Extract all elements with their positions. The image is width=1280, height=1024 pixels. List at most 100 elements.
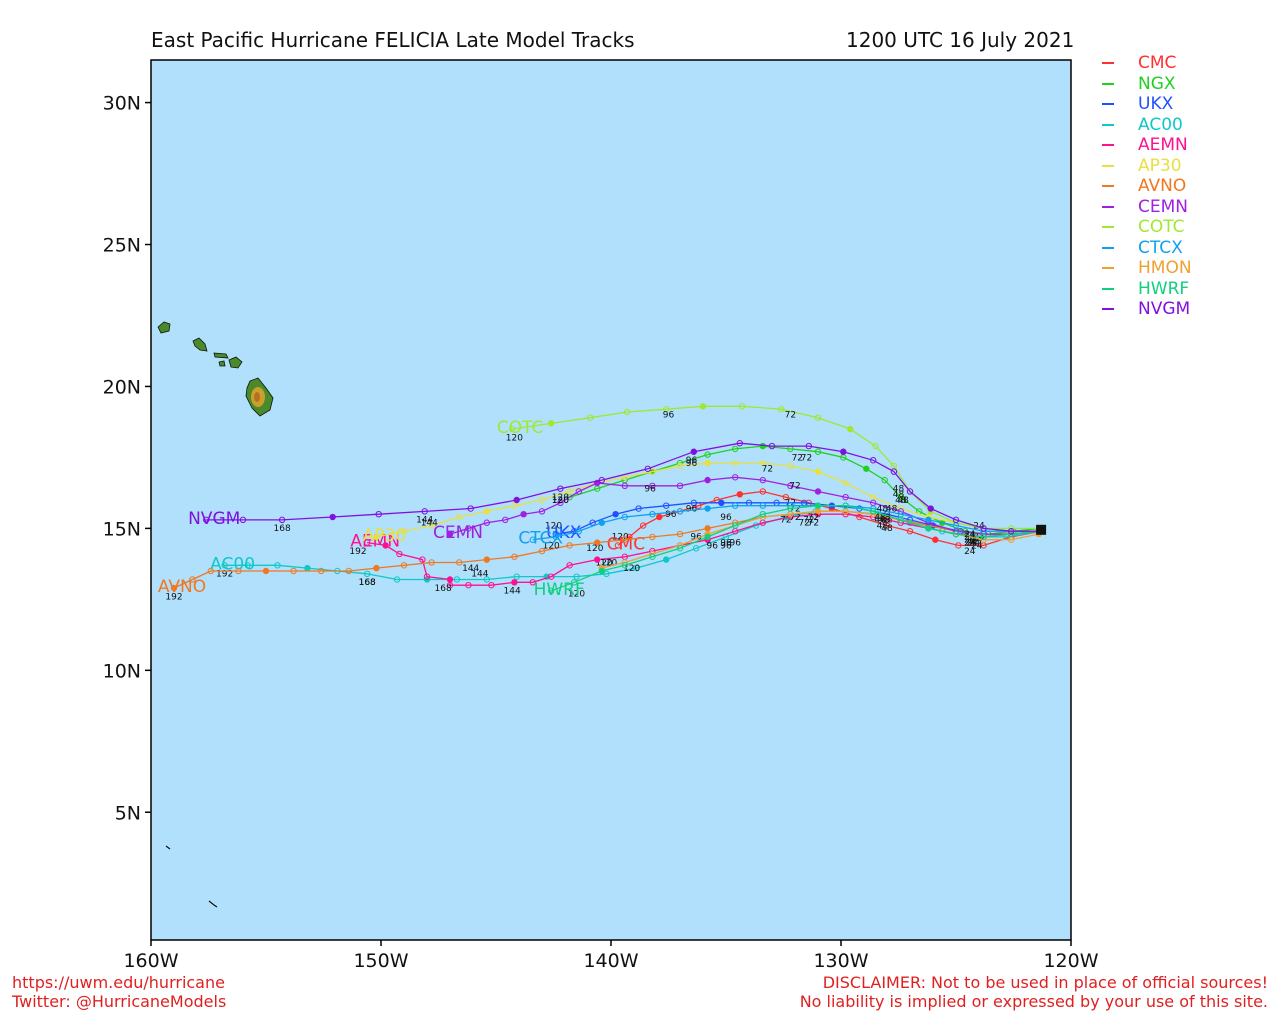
track-point [732,522,739,529]
track-point [571,579,578,586]
track-point [508,425,516,433]
map-timestamp: 1200 UTC 16 July 2021 [846,28,1075,52]
track-point [787,505,794,512]
forecast-hour-label: 72 [789,504,800,514]
track-line-aemn [367,513,1042,586]
legend-swatch [1102,82,1114,85]
track-point [538,496,546,504]
forecast-hour-label: 96 [729,538,741,548]
track-point [980,533,987,541]
track-point [587,414,594,421]
track-point [842,502,849,509]
track-point [863,465,870,472]
forecast-hour-label: 48 [897,496,909,506]
footer-disclaimer: DISCLAIMER: Not to be used in place of o… [800,973,1268,1011]
track-point [704,451,711,458]
track-point [529,536,536,543]
track-point [925,516,932,524]
track-point [759,476,766,484]
track-point [621,562,628,569]
disclaimer-line-1: DISCLAIMER: Not to be used in place of o… [822,973,1268,992]
track-point [736,440,743,447]
track-point [529,579,536,586]
track-point [290,567,297,575]
legend-swatch [1102,205,1114,208]
track-point [488,581,495,589]
legend-item-ukx: UKX [1102,94,1272,115]
axes: 160W 150W 140W 130W 120W 5N 10N 15N 20N 25N 30N [103,93,1099,972]
y-tick-label: 20N [103,376,141,398]
forecast-hour-label: 120 [568,590,585,600]
track-point [511,579,518,586]
track-point [598,519,605,526]
legend-label: CMC [1138,53,1177,74]
island-maui [228,356,243,369]
legend-swatch [1102,164,1114,167]
track-point [759,459,766,467]
track-point [805,442,812,450]
track-point [465,581,472,589]
track-point [623,408,631,416]
forecast-hour-label: 72 [801,453,812,463]
track-point [373,533,380,541]
track-end-label: UKX [546,523,582,543]
track-point [690,448,697,455]
footer-credits: https://uwm.edu/hurricane Twitter: @Hurr… [12,973,226,1011]
track-point [738,403,746,410]
track-point [396,550,403,558]
forecast-hour-label: 168 [359,578,376,588]
footer-url[interactable]: https://uwm.edu/hurricane [12,973,225,992]
track-line-cmc [617,490,1042,547]
track-point [952,516,960,524]
track-point [692,545,700,552]
forecast-hour-label: 72 [789,513,800,523]
forecast-hour-label: 144 [471,570,488,580]
track-point [644,465,651,472]
track-point [649,533,656,541]
legend-item-nvgm: NVGM [1102,299,1272,320]
track-line-cotc [512,405,1039,530]
legend-swatch [1102,267,1114,270]
legend-item-cotc: COTC [1102,217,1272,238]
track-end-label: CTCX [518,529,563,549]
forecast-hour-label: 144 [462,564,479,574]
forecast-hour-label: 48 [877,504,889,514]
forecast-hour-label: 48 [879,513,891,523]
legend-swatch [1102,62,1114,65]
track-point [814,502,822,509]
forecast-hour-label: 48 [879,516,891,526]
track-point [538,508,546,515]
forecast-hour-label: 24 [964,547,976,557]
legend-label: AP30 [1138,155,1182,176]
x-tick-label: 140W [583,950,638,972]
forecast-hour-label: 120 [552,496,569,506]
forecast-hour-label: 48 [874,516,886,526]
footer-twitter[interactable]: Twitter: @HurricaneModels [12,992,227,1011]
track-end-label: NVGM [188,509,240,529]
track-point [656,513,663,521]
disclaimer-line-2: No liability is implied or expressed by … [799,992,1268,1011]
forecast-hour-label: 24 [973,533,985,543]
forecast-hour-label: 120 [506,433,523,443]
legend-swatch [1102,226,1114,229]
track-point [649,553,656,560]
track-end-label: AC00 [210,554,255,574]
forecast-hour-label: 48 [893,484,905,494]
track-point [598,476,605,484]
track-point [575,488,582,495]
track-point [262,567,270,575]
x-tick-label: 160W [123,950,178,972]
forecast-hour-label: 24 [971,536,983,546]
track-point [575,528,582,535]
track-point [732,502,739,509]
track-point [704,533,711,541]
track-point [465,525,472,532]
y-tick-label: 30N [103,93,141,115]
track-point [483,519,490,526]
track-point [614,542,622,549]
track-point [467,505,474,512]
forecast-hour-label: 24 [964,533,976,543]
track-point [244,562,251,569]
legend-item-cmc: CMC [1102,53,1272,74]
forecast-hour-label: 96 [720,513,732,523]
